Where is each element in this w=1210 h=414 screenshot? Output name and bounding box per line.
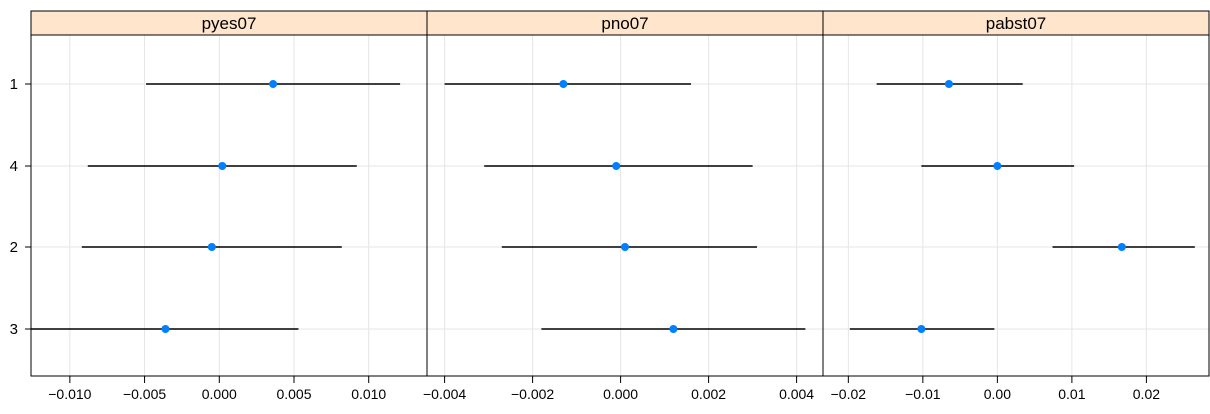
x-tick-label-pno07-2: 0.000: [603, 386, 638, 402]
x-tick-label-pno07-1: −0.002: [511, 386, 554, 402]
point-pabst07-3: [917, 325, 926, 333]
x-tick-label-pno07-4: 0.004: [779, 386, 814, 402]
y-tick-label-4: 4: [10, 158, 18, 175]
y-tick-label-1: 1: [10, 76, 18, 93]
y-tick-label-3: 3: [10, 321, 18, 338]
panel-frame-pyes07: [30, 34, 428, 377]
x-tick-label-pyes07-3: 0.005: [276, 386, 311, 402]
point-pyes07-3: [161, 325, 170, 333]
point-pabst07-4: [993, 162, 1002, 170]
point-pno07-1: [559, 80, 568, 88]
x-tick-label-pno07-3: 0.002: [691, 386, 726, 402]
x-tick-label-pyes07-1: −0.005: [123, 386, 166, 402]
strip-pyes07: [30, 10, 428, 36]
point-pyes07-2: [207, 243, 216, 251]
strip-label-pyes07: pyes07: [202, 14, 257, 33]
y-axis-labels: 1 4 2 3: [10, 76, 31, 338]
panel-pabst07: pabst07 −0.02 −0.01 0.00 0.01 0.02: [822, 10, 1210, 402]
point-pno07-2: [621, 243, 629, 251]
x-tick-label-pabst07-3: 0.01: [1058, 386, 1085, 402]
y-tick-label-2: 2: [10, 239, 18, 256]
panels-layer: pyes07 −0.010 −0.005 0.000 0.005 0.010 pno07 −0…: [30, 10, 1210, 402]
point-pno07-3: [669, 325, 678, 333]
point-pyes07-1: [269, 80, 278, 88]
point-pyes07-4: [218, 162, 227, 170]
x-tick-label-pabst07-2: 0.00: [984, 386, 1011, 402]
panel-frame-pno07: [426, 34, 824, 377]
point-pabst07-2: [1117, 243, 1126, 251]
x-tick-label-pabst07-0: −0.02: [831, 386, 867, 402]
x-tick-label-pabst07-4: 0.02: [1133, 386, 1160, 402]
point-pno07-4: [612, 162, 621, 170]
panel-frame-pabst07: [822, 34, 1210, 377]
panel-pyes07: pyes07 −0.010 −0.005 0.000 0.005 0.010: [30, 10, 428, 402]
panel-pno07: pno07 −0.004 −0.002 0.000 0.002 0.004: [423, 10, 824, 402]
strip-label-pabst07: pabst07: [986, 14, 1047, 33]
x-tick-label-pabst07-1: −0.01: [905, 386, 941, 402]
strip-pabst07: [822, 10, 1210, 36]
x-tick-label-pno07-0: −0.004: [423, 386, 466, 402]
strip-pno07: [426, 10, 824, 36]
x-tick-label-pyes07-0: −0.010: [48, 386, 91, 402]
x-tick-label-pyes07-4: 0.010: [351, 386, 386, 402]
x-tick-label-pyes07-2: 0.000: [202, 386, 237, 402]
strip-label-pno07: pno07: [601, 14, 648, 33]
point-pabst07-1: [944, 80, 953, 88]
